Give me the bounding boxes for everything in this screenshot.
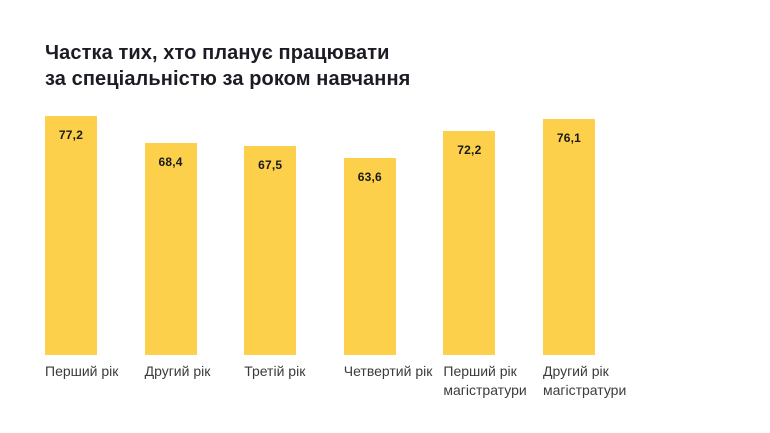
bar-value-label: 76,1	[556, 131, 582, 146]
category-label: Другий рік магістратури	[542, 363, 627, 399]
bar: 63,6	[343, 158, 396, 355]
bar: 67,5	[244, 146, 297, 355]
bar: 77,2	[45, 116, 97, 355]
category-label: Третій рік	[244, 363, 306, 379]
bar-value-label: 77,2	[58, 128, 84, 142]
bar-value-label: 67,5	[258, 158, 283, 173]
bar-column: 77,2	[45, 116, 145, 355]
bar-value-label: 63,6	[357, 170, 382, 185]
category-label: Перший рік магістратури	[443, 363, 527, 399]
category-label: Другий рік	[144, 363, 211, 379]
bar-value-label: 68,4	[158, 155, 183, 170]
bar: 76,1	[542, 119, 595, 355]
category-label: Перший рік	[45, 363, 119, 379]
category-labels-row: Перший рік Другий рік Третій рік Четвертий …	[45, 362, 745, 401]
bar-column: 72,2	[443, 116, 543, 355]
bar: 72,2	[443, 131, 496, 355]
bar-chart-plot-area: 77,2 68,4 67,5 63,6 72,2 76,1	[45, 116, 745, 355]
bar-column: 63,6	[343, 116, 444, 355]
bar-column: 76,1	[542, 116, 643, 355]
bar-value-label: 72,2	[457, 143, 482, 158]
chart-title: Частка тих, хто планує працювати за спец…	[45, 42, 411, 90]
bar: 68,4	[144, 143, 197, 355]
bar-column: 68,4	[144, 116, 245, 355]
bar-column: 67,5	[244, 116, 344, 355]
category-label: Четвертий рік	[343, 363, 433, 379]
